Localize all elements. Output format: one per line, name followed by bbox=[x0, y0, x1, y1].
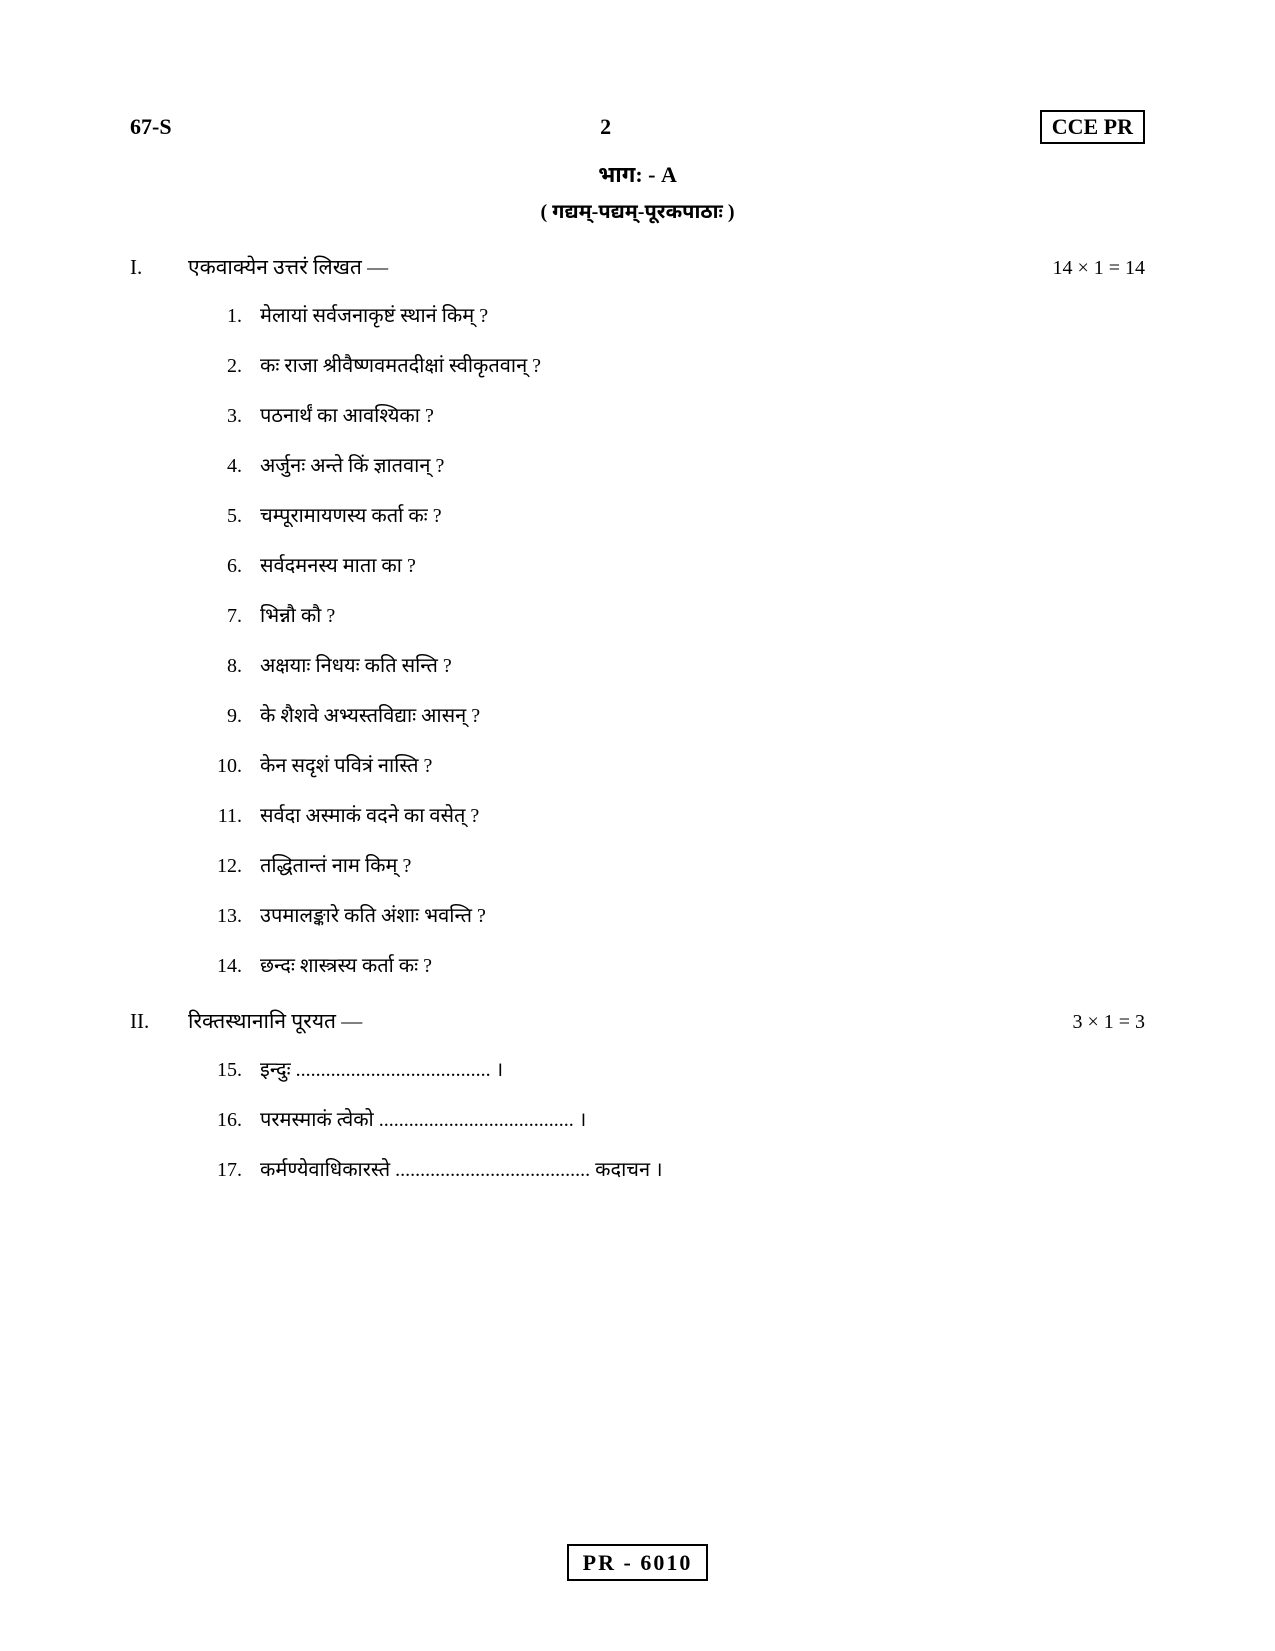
roman-numeral: II. bbox=[130, 1009, 160, 1037]
question-item: 11. सर्वदा अस्माकं वदने का वसेत् ? bbox=[210, 805, 1145, 831]
question-item: 3. पठनार्थं का आवश्यिका ? bbox=[210, 405, 1145, 431]
instruction-text: रिक्तस्थानानि पूरयत — bbox=[188, 1009, 362, 1037]
item-number: 14. bbox=[210, 955, 242, 978]
question-item: 4. अर्जुनः अन्ते किं ज्ञातवान् ? bbox=[210, 455, 1145, 481]
item-number: 3. bbox=[210, 405, 242, 428]
item-number: 11. bbox=[210, 805, 242, 828]
item-text: पठनार्थं का आवश्यिका ? bbox=[260, 405, 1145, 431]
item-number: 10. bbox=[210, 755, 242, 778]
item-number: 13. bbox=[210, 905, 242, 928]
item-number: 8. bbox=[210, 655, 242, 678]
item-text: मेलायां सर्वजनाकृष्टं स्थानं किम् ? bbox=[260, 305, 1145, 331]
page-number: 2 bbox=[600, 114, 611, 140]
question-item: 17. कर्मण्येवाधिकारस्ते .................… bbox=[210, 1159, 1145, 1185]
footer-code: PR - 6010 bbox=[567, 1544, 709, 1581]
item-number: 16. bbox=[210, 1109, 242, 1132]
question-items: 1. मेलायां सर्वजनाकृष्टं स्थानं किम् ? 2. क… bbox=[210, 305, 1145, 981]
item-text: इन्दुः .................................… bbox=[260, 1059, 1145, 1085]
question-item: 14. छन्दः शास्त्रस्य कर्ता कः ? bbox=[210, 955, 1145, 981]
item-number: 15. bbox=[210, 1059, 242, 1082]
question-item: 12. तद्धितान्तं नाम किम् ? bbox=[210, 855, 1145, 881]
question-item: 16. परमस्माकं त्वेको ....................… bbox=[210, 1109, 1145, 1135]
item-number: 17. bbox=[210, 1159, 242, 1182]
question-item: 2. कः राजा श्रीवैष्णवमतदीक्षां स्वीकृतवान… bbox=[210, 355, 1145, 381]
question-item: 5. चम्पूरामायणस्य कर्ता कः ? bbox=[210, 505, 1145, 531]
page-header: 67-S 2 CCE PR bbox=[130, 110, 1145, 144]
footer: PR - 6010 bbox=[0, 1550, 1275, 1576]
marks-scheme: 3 × 1 = 3 bbox=[1072, 1011, 1145, 1034]
question-item: 13. उपमालङ्कारे कति अंशाः भवन्ति ? bbox=[210, 905, 1145, 931]
item-text: कर्मण्येवाधिकारस्ते ....................… bbox=[260, 1159, 1145, 1185]
question-blocks: I. एकवाक्येन उत्तरं लिखत — 14 × 1 = 14 1. मे… bbox=[130, 255, 1145, 1185]
item-number: 2. bbox=[210, 355, 242, 378]
item-text: उपमालङ्कारे कति अंशाः भवन्ति ? bbox=[260, 905, 1145, 931]
question-items: 15. इन्दुः ..............................… bbox=[210, 1059, 1145, 1185]
question-item: 8. अक्षयाः निधयः कति सन्ति ? bbox=[210, 655, 1145, 681]
item-number: 6. bbox=[210, 555, 242, 578]
question-item: 9. के शैशवे अभ्यस्तविद्याः आसन् ? bbox=[210, 705, 1145, 731]
item-text: सर्वदमनस्य माता का ? bbox=[260, 555, 1145, 581]
item-text: के शैशवे अभ्यस्तविद्याः आसन् ? bbox=[260, 705, 1145, 731]
question-header-left: I. एकवाक्येन उत्तरं लिखत — bbox=[130, 255, 388, 283]
header-left-code: 67-S bbox=[130, 114, 172, 140]
question-block: II. रिक्तस्थानानि पूरयत — 3 × 1 = 3 15. इन्द… bbox=[130, 1009, 1145, 1185]
question-item: 10. केन सदृशं पवित्रं नास्ति ? bbox=[210, 755, 1145, 781]
item-number: 4. bbox=[210, 455, 242, 478]
question-item: 1. मेलायां सर्वजनाकृष्टं स्थानं किम् ? bbox=[210, 305, 1145, 331]
marks-scheme: 14 × 1 = 14 bbox=[1052, 257, 1145, 280]
item-number: 12. bbox=[210, 855, 242, 878]
question-header: I. एकवाक्येन उत्तरं लिखत — 14 × 1 = 14 bbox=[130, 255, 1145, 283]
question-item: 7. भिन्नौ कौ ? bbox=[210, 605, 1145, 631]
question-item: 6. सर्वदमनस्य माता का ? bbox=[210, 555, 1145, 581]
question-block: I. एकवाक्येन उत्तरं लिखत — 14 × 1 = 14 1. मे… bbox=[130, 255, 1145, 981]
item-number: 7. bbox=[210, 605, 242, 628]
item-text: सर्वदा अस्माकं वदने का वसेत् ? bbox=[260, 805, 1145, 831]
question-item: 15. इन्दुः ..............................… bbox=[210, 1059, 1145, 1085]
item-number: 5. bbox=[210, 505, 242, 528]
item-text: भिन्नौ कौ ? bbox=[260, 605, 1145, 631]
item-text: अक्षयाः निधयः कति सन्ति ? bbox=[260, 655, 1145, 681]
item-text: केन सदृशं पवित्रं नास्ति ? bbox=[260, 755, 1145, 781]
item-number: 9. bbox=[210, 705, 242, 728]
roman-numeral: I. bbox=[130, 255, 160, 283]
instruction-text: एकवाक्येन उत्तरं लिखत — bbox=[188, 255, 388, 283]
header-right-code: CCE PR bbox=[1040, 110, 1145, 144]
item-text: परमस्माकं त्वेको .......................… bbox=[260, 1109, 1145, 1135]
item-number: 1. bbox=[210, 305, 242, 328]
item-text: अर्जुनः अन्ते किं ज्ञातवान् ? bbox=[260, 455, 1145, 481]
item-text: तद्धितान्तं नाम किम् ? bbox=[260, 855, 1145, 881]
section-subtitle: ( गद्यम्-पद्यम्-पूरकपाठाः ) bbox=[130, 201, 1145, 227]
section-title: भाग: - A bbox=[130, 162, 1145, 191]
question-header: II. रिक्तस्थानानि पूरयत — 3 × 1 = 3 bbox=[130, 1009, 1145, 1037]
question-header-left: II. रिक्तस्थानानि पूरयत — bbox=[130, 1009, 362, 1037]
item-text: चम्पूरामायणस्य कर्ता कः ? bbox=[260, 505, 1145, 531]
item-text: कः राजा श्रीवैष्णवमतदीक्षां स्वीकृतवान् … bbox=[260, 355, 1145, 381]
item-text: छन्दः शास्त्रस्य कर्ता कः ? bbox=[260, 955, 1145, 981]
